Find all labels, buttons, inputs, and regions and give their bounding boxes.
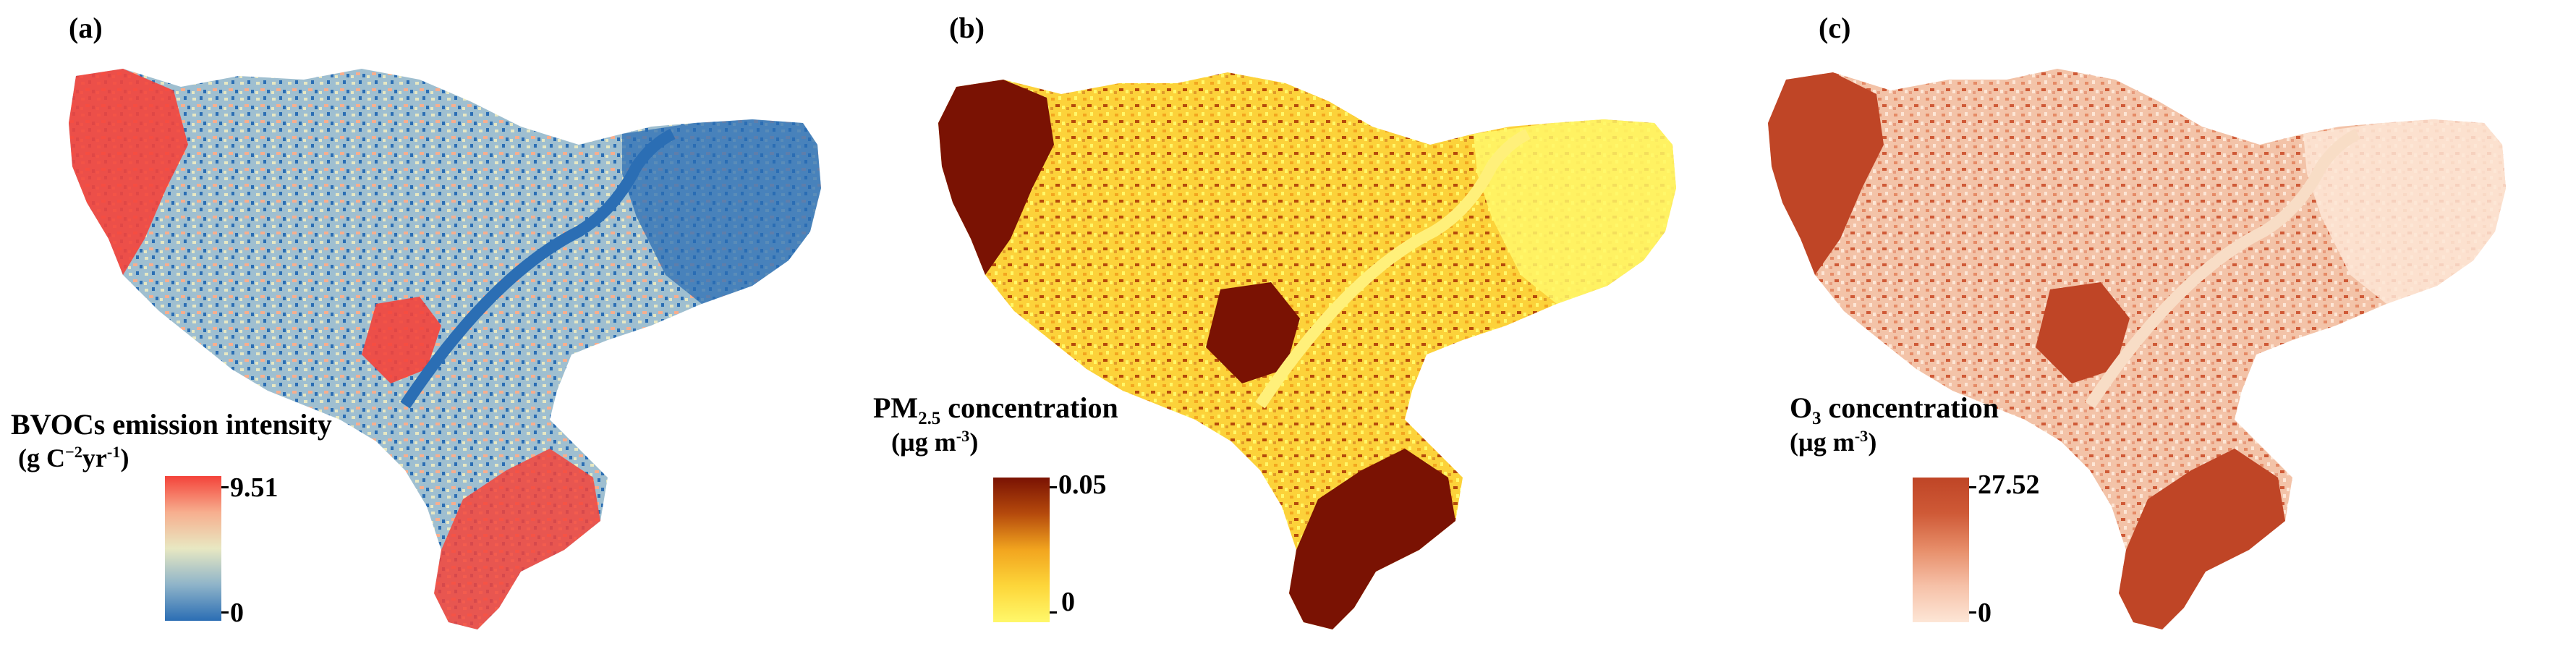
panel-label: (b) (949, 12, 985, 44)
light-east-zone-b (1474, 119, 1676, 304)
panel-a: (a) BVOCs emission intensity (g C−2yr-1)… (0, 0, 859, 649)
dark-central-zone-c (2036, 282, 2130, 383)
map-c (1768, 69, 2506, 629)
tick-mark-min (1969, 611, 1976, 614)
colorbar-min-label: 0 (1061, 587, 1075, 617)
river-c (2085, 128, 2360, 409)
tick-mark-max (221, 486, 229, 488)
legend-title: BVOCs emission intensity (11, 408, 332, 441)
colorbar-b (993, 478, 1050, 622)
tick-mark-max (1050, 486, 1057, 488)
legend-unit: (g C−2yr-1) (18, 443, 129, 472)
light-east-zone-c (2303, 119, 2506, 304)
river-a (400, 128, 676, 409)
panel-b: (b) PM2.5 concentration (µg m-3) 0.05 0 (859, 0, 1717, 649)
tick-mark-min (1050, 611, 1057, 614)
map-b (938, 72, 1676, 629)
dark-south-zone-c (2119, 449, 2285, 629)
colorbar-min-label: 0 (230, 598, 244, 628)
panel-label: (c) (1819, 12, 1851, 44)
red-central-zone-a (362, 297, 441, 383)
colorbar-max-label: 0.05 (1058, 470, 1107, 500)
legend-unit: (µg m-3) (1790, 427, 1877, 457)
dark-central-zone-b (1206, 282, 1300, 383)
colorbar-c (1913, 478, 1969, 622)
colorbar-max-label: 9.51 (230, 472, 279, 503)
colorbar-a (165, 476, 221, 621)
red-south-zone-a (434, 449, 600, 629)
colorbar-max-label: 27.52 (1978, 470, 2040, 500)
dark-west-zone-c (1768, 72, 1884, 275)
tick-mark-min (221, 611, 229, 614)
legend-title: O3 concentration (1790, 391, 1999, 428)
dark-west-zone-b (938, 80, 1054, 275)
dark-south-zone-b (1289, 449, 1455, 629)
legend-title: PM2.5 concentration (873, 391, 1118, 428)
river-b (1255, 128, 1531, 409)
blue-east-zone-a (622, 119, 821, 304)
red-west-zone-a (69, 69, 188, 275)
colorbar-min-label: 0 (1978, 598, 1991, 628)
map-a (69, 69, 821, 629)
legend-unit: (µg m-3) (891, 427, 979, 457)
tick-mark-max (1969, 486, 1976, 488)
panel-c: (c) O3 concentration (µg m-3) 27.52 0 (1717, 0, 2576, 649)
panel-label: (a) (69, 12, 103, 44)
